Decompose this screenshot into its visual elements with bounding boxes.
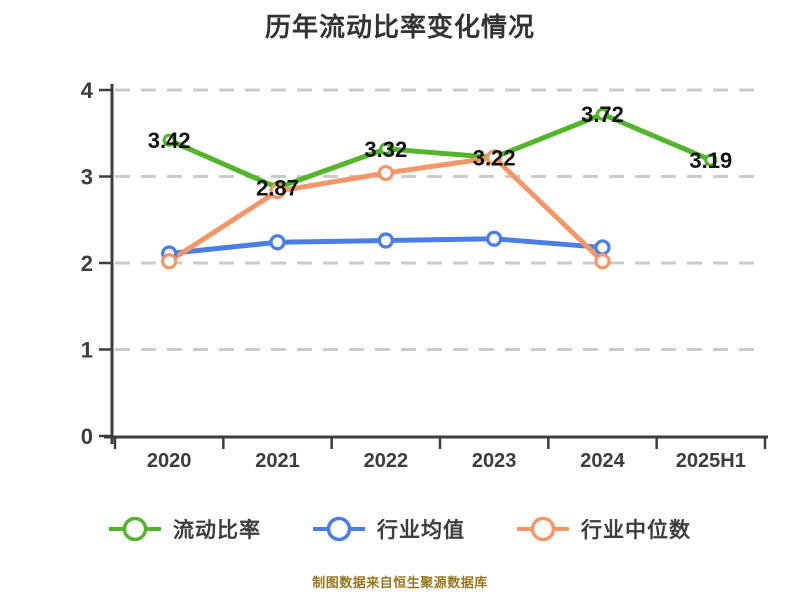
x-axis-label: 2022: [364, 450, 409, 472]
data-point: [269, 234, 286, 251]
y-axis-label: 4: [81, 78, 94, 103]
data-point: [704, 153, 718, 167]
legend-item-current-ratio[interactable]: 流动比率: [109, 514, 261, 544]
data-point-label: 3.42: [148, 128, 191, 153]
x-axis-label: 2024: [580, 450, 625, 472]
data-point: [486, 149, 503, 166]
legend-item-industry-average[interactable]: 行业均值: [313, 514, 465, 544]
legend-label-industry-median: 行业中位数: [581, 519, 691, 542]
chart-legend: 流动比率 行业均值 行业中位数: [0, 514, 800, 544]
data-point-label: 3.32: [364, 137, 407, 162]
legend-marker-industry-median-icon: [517, 516, 569, 542]
data-point: [594, 239, 611, 256]
data-point: [377, 164, 394, 182]
data-point: [486, 230, 503, 247]
data-point-label: 2.87: [256, 176, 299, 201]
x-axis-label: 2023: [472, 450, 517, 472]
data-point: [269, 183, 286, 200]
data-point: [377, 232, 394, 249]
series-line: [166, 111, 714, 191]
chart-title: 历年流动比率变化情况: [264, 12, 535, 42]
y-axis-label: 2: [81, 251, 93, 276]
legend-item-industry-median[interactable]: 行业中位数: [517, 514, 691, 544]
x-axis-label: 2020: [147, 450, 192, 472]
line-chart: 0 1 2 3 4 2020 2021 2022 2023 2024 2025H1 3.42 2.87 3…: [81, 78, 768, 472]
legend-label-current-ratio: 流动比率: [173, 519, 261, 542]
x-axis-label: 2021: [255, 450, 300, 472]
y-axis-label: 0: [81, 424, 93, 449]
y-axis-label: 1: [81, 338, 93, 363]
data-point-label: 3.19: [689, 148, 732, 173]
data-point-label: 3.72: [581, 102, 624, 127]
x-axis-label: 2025H1: [676, 450, 746, 472]
data-point-label: 3.22: [473, 145, 516, 170]
data-point: [595, 107, 610, 121]
data-point: [594, 253, 611, 270]
source-note: 制图数据来自恒生聚源数据库: [312, 575, 488, 590]
legend-marker-current-ratio-icon: [109, 516, 161, 542]
data-point: [161, 253, 178, 270]
data-point: [379, 142, 393, 156]
y-axis-label: 3: [81, 165, 93, 190]
legend-label-industry-average: 行业均值: [377, 519, 465, 542]
legend-marker-industry-average-icon: [313, 516, 365, 542]
data-point: [162, 133, 176, 147]
